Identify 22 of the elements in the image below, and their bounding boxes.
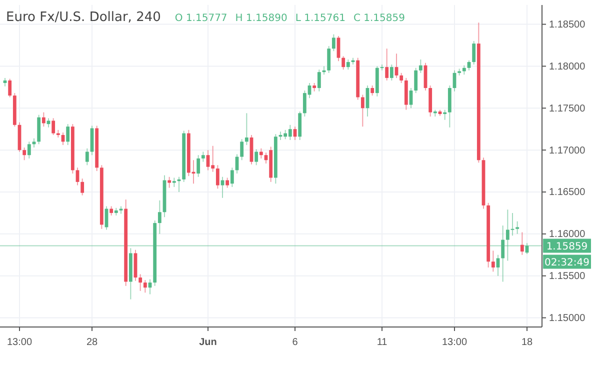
annotation: O 1.15777 <box>174 13 228 24</box>
y-tick-label: 1.18500 <box>549 19 586 30</box>
annotation: H 1.15890 <box>235 13 288 24</box>
text: 02:32:49 <box>544 258 590 269</box>
x-tick-label: 28 <box>86 337 98 348</box>
annotation: C 1.15859 <box>353 13 405 24</box>
x-tick-label: 18 <box>521 337 533 348</box>
x-tick-label: 6 <box>292 337 298 348</box>
x-tick-label: 13:00 <box>6 337 32 348</box>
y-tick-label: 1.15000 <box>549 312 586 324</box>
y-tick-label: 1.18000 <box>549 61 586 72</box>
y-tick-label: 1.16000 <box>549 229 586 240</box>
x-tick-label: 11 <box>376 337 388 348</box>
ref-line-label: 1.15859 <box>546 242 588 253</box>
y-tick-label: 1.16500 <box>549 187 586 198</box>
annotation: L 1.15761 <box>295 13 346 24</box>
x-tick-label: Jun <box>199 337 217 348</box>
y-tick-label: 1.17500 <box>549 103 586 114</box>
y-tick-label: 1.15500 <box>549 271 586 282</box>
x-tick-label: 13:00 <box>442 337 468 348</box>
chart-title: Euro Fx/U.S. Dollar, 240 <box>6 10 161 25</box>
y-tick-label: 1.17000 <box>549 145 586 156</box>
